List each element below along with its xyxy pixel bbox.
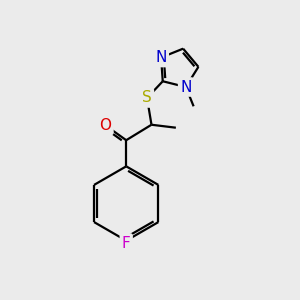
Text: N: N <box>155 50 167 65</box>
Text: S: S <box>142 91 152 106</box>
Text: N: N <box>180 80 191 94</box>
Text: F: F <box>122 236 130 250</box>
Text: O: O <box>99 118 111 133</box>
